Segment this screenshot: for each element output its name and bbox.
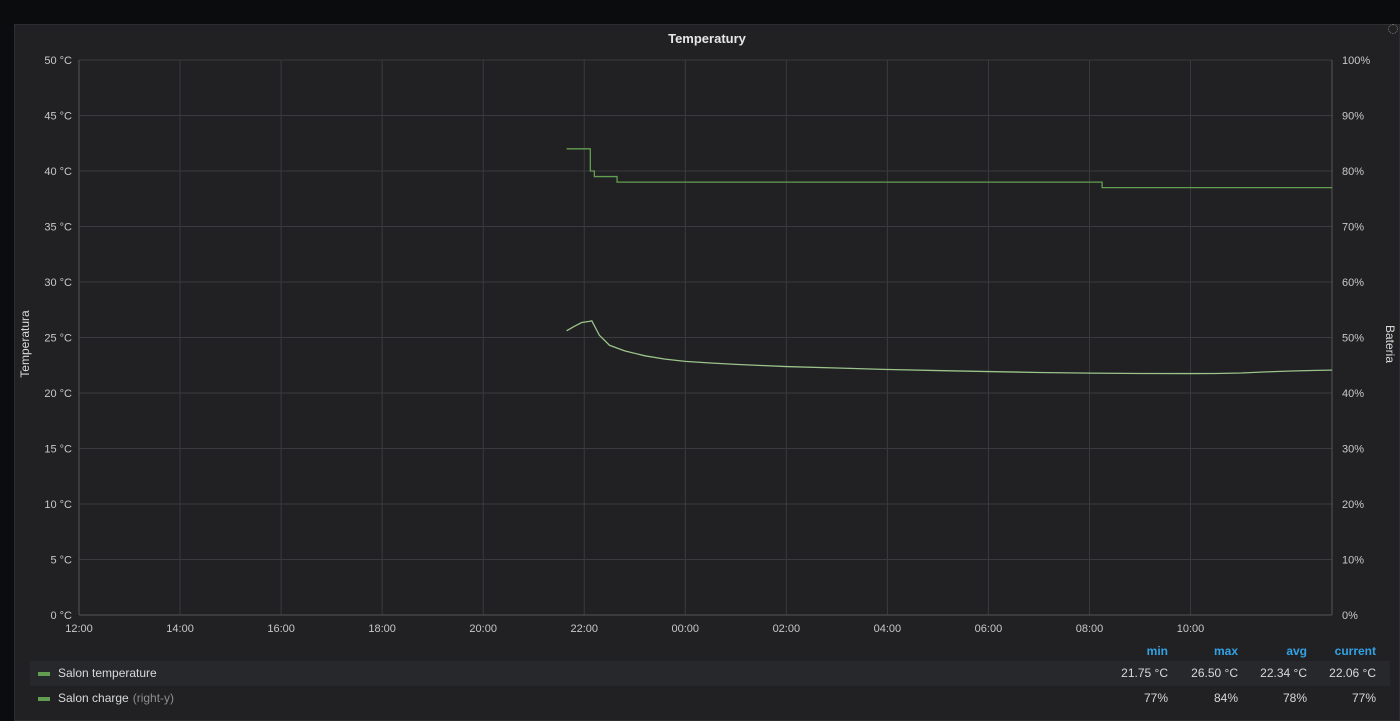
left-y-tick-label: 0 °C xyxy=(50,610,72,622)
series-lines xyxy=(566,148,1333,375)
time-series-chart[interactable]: 0 °C 5 °C 10 °C 15 °C 20 °C 25 °C 30 °C 35 °C 40… xyxy=(0,0,1400,640)
left-y-tick-label: 15 °C xyxy=(44,444,72,456)
series-color-swatch-icon[interactable] xyxy=(38,697,50,701)
right-y-tick-label: 90% xyxy=(1342,111,1364,123)
legend-current-value: 77% xyxy=(1351,691,1376,705)
x-tick-label: 10:00 xyxy=(1177,623,1205,635)
legend-header-current[interactable]: current xyxy=(1334,644,1376,658)
legend-series-name[interactable]: Salon temperature xyxy=(58,666,157,680)
left-y-axis-title: Temperatura xyxy=(18,310,32,378)
left-y-tick-label: 10 °C xyxy=(44,499,72,511)
left-y-tick-label: 35 °C xyxy=(44,222,72,234)
legend-series-name[interactable]: Salon charge (right-y) xyxy=(58,691,174,705)
right-y-tick-label: 100% xyxy=(1342,55,1370,67)
x-tick-label: 00:00 xyxy=(672,623,700,635)
x-axis: 12:00 14:00 16:00 18:00 20:00 22:00 00:00 02:00… xyxy=(65,623,1204,635)
legend-series-label: Salon temperature xyxy=(58,666,157,680)
left-y-axis: 0 °C 5 °C 10 °C 15 °C 20 °C 25 °C 30 °C 35 °C 40… xyxy=(44,55,72,622)
left-y-tick-label: 20 °C xyxy=(44,388,72,400)
x-tick-label: 16:00 xyxy=(267,623,295,635)
legend-series-label: Salon charge xyxy=(58,691,129,705)
chart-grid xyxy=(78,59,1333,616)
legend-header: min max avg current xyxy=(30,641,1390,661)
right-y-tick-label: 40% xyxy=(1342,388,1364,400)
graph-panel: Temperatury xyxy=(14,24,1400,721)
legend-header-min[interactable]: min xyxy=(1146,644,1168,658)
right-y-tick-label: 70% xyxy=(1342,222,1364,234)
left-y-tick-label: 25 °C xyxy=(44,333,72,345)
left-y-tick-label: 50 °C xyxy=(44,55,72,67)
left-y-tick-label: 45 °C xyxy=(44,111,72,123)
legend-row-salon-temperature[interactable]: Salon temperature 21.75 °C 26.50 °C 22.3… xyxy=(30,661,1390,686)
right-y-tick-label: 60% xyxy=(1342,277,1364,289)
legend-max-value: 26.50 °C xyxy=(1191,666,1238,680)
legend-min-value: 21.75 °C xyxy=(1121,666,1168,680)
x-tick-label: 18:00 xyxy=(368,623,396,635)
left-y-tick-label: 40 °C xyxy=(44,166,72,178)
x-tick-label: 02:00 xyxy=(773,623,801,635)
series-line-salon-charge[interactable] xyxy=(566,148,1332,189)
right-y-tick-label: 0% xyxy=(1342,610,1358,622)
series-line-salon-temperature[interactable] xyxy=(566,320,1333,375)
x-tick-label: 06:00 xyxy=(975,623,1003,635)
legend-header-max[interactable]: max xyxy=(1213,644,1238,658)
legend-current-value: 22.06 °C xyxy=(1329,666,1376,680)
right-y-tick-label: 10% xyxy=(1342,555,1364,567)
x-tick-label: 08:00 xyxy=(1076,623,1104,635)
x-tick-label: 12:00 xyxy=(65,623,93,635)
legend-max-value: 84% xyxy=(1213,691,1238,705)
legend-axis-note: (right-y) xyxy=(132,691,175,705)
x-tick-label: 22:00 xyxy=(570,623,598,635)
right-y-tick-label: 50% xyxy=(1342,333,1364,345)
series-color-swatch-icon[interactable] xyxy=(38,672,50,676)
right-y-tick-label: 80% xyxy=(1342,166,1364,178)
legend-header-avg[interactable]: avg xyxy=(1286,644,1307,658)
loading-spinner-icon xyxy=(1388,24,1398,34)
legend-avg-value: 78% xyxy=(1282,691,1307,705)
x-tick-label: 04:00 xyxy=(874,623,902,635)
left-y-tick-label: 30 °C xyxy=(44,277,72,289)
right-y-tick-label: 30% xyxy=(1342,444,1364,456)
legend-avg-value: 22.34 °C xyxy=(1260,666,1307,680)
x-tick-label: 20:00 xyxy=(469,623,497,635)
legend-row-salon-charge[interactable]: Salon charge (right-y) 77% 84% 78% 77% xyxy=(30,686,1390,711)
legend-min-value: 77% xyxy=(1143,691,1168,705)
left-y-tick-label: 5 °C xyxy=(50,555,72,567)
right-y-axis-title: Bateria xyxy=(1383,325,1397,363)
panel-title[interactable]: Temperatury xyxy=(668,31,746,46)
right-y-tick-label: 20% xyxy=(1342,499,1364,511)
right-y-axis: 0% 10% 20% 30% 40% 50% 60% 70% 80% 90% 100% xyxy=(1342,55,1370,622)
x-tick-label: 14:00 xyxy=(166,623,194,635)
legend-table: min max avg current Salon temperature 21… xyxy=(30,641,1390,711)
